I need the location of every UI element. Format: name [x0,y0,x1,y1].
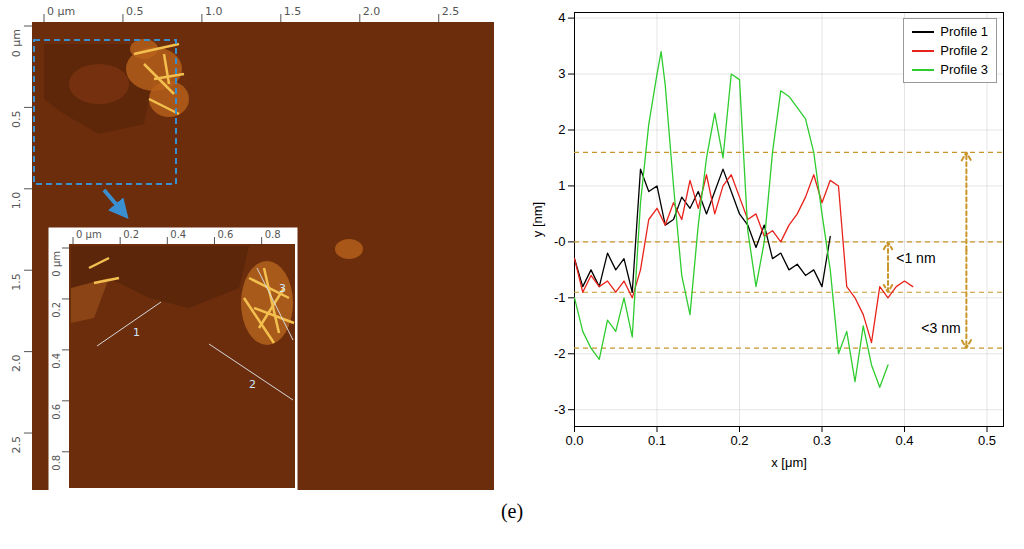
svg-text:0.5: 0.5 [978,433,996,448]
svg-text:0.3: 0.3 [813,433,831,448]
html-text:(e): (e) [500,500,524,522]
svg-text:1: 1 [133,326,140,339]
svg-text:0.5: 0.5 [126,5,143,18]
svg-text:2.5: 2.5 [10,436,23,454]
svg-text:1.5: 1.5 [10,273,23,291]
svg-text:<1 nm: <1 nm [896,250,935,266]
svg-text:2.0: 2.0 [10,355,23,373]
svg-text:0.2: 0.2 [730,433,748,448]
svg-text:-3: -3 [554,402,566,417]
svg-text:0.5: 0.5 [10,110,23,128]
svg-text:4: 4 [558,10,565,25]
svg-text:0 μm: 0 μm [47,5,75,18]
svg-text:0.2: 0.2 [123,229,139,240]
svg-text:1: 1 [558,178,565,193]
svg-text:<3 nm: <3 nm [921,320,960,336]
svg-text:0.2: 0.2 [51,302,62,318]
svg-text:1.0: 1.0 [10,192,23,210]
svg-text:2: 2 [249,378,256,391]
svg-text:1.0: 1.0 [205,5,223,18]
svg-text:2.0: 2.0 [363,5,381,18]
svg-text:-0: -0 [554,234,566,249]
html-text:Profile 3: Profile 3 [940,62,988,77]
svg-text:3: 3 [558,66,565,81]
html-text:Profile 1: Profile 1 [940,24,988,39]
svg-text:0.4: 0.4 [51,353,62,369]
svg-text:-1: -1 [554,290,566,305]
svg-text:1.5: 1.5 [284,5,302,18]
svg-text:0.1: 0.1 [648,433,666,448]
svg-text:0.6: 0.6 [217,229,233,240]
svg-text:0.4: 0.4 [895,433,913,448]
svg-text:y [nm]: y [nm] [530,202,545,237]
svg-text:0.4: 0.4 [170,229,186,240]
svg-text:0.0: 0.0 [565,433,583,448]
svg-text:x [μm]: x [μm] [771,455,807,470]
svg-text:0.8: 0.8 [265,229,281,240]
svg-text:0.6: 0.6 [51,404,62,420]
svg-text:2: 2 [558,122,565,137]
svg-text:0.8: 0.8 [51,455,62,471]
svg-text:0 μm: 0 μm [51,251,62,277]
svg-text:0 μm: 0 μm [10,29,23,57]
html-text:Profile 2: Profile 2 [940,43,988,58]
svg-text:-2: -2 [554,346,566,361]
svg-text:3: 3 [279,282,286,295]
svg-text:2.5: 2.5 [442,5,460,18]
svg-text:0 μm: 0 μm [76,229,102,240]
